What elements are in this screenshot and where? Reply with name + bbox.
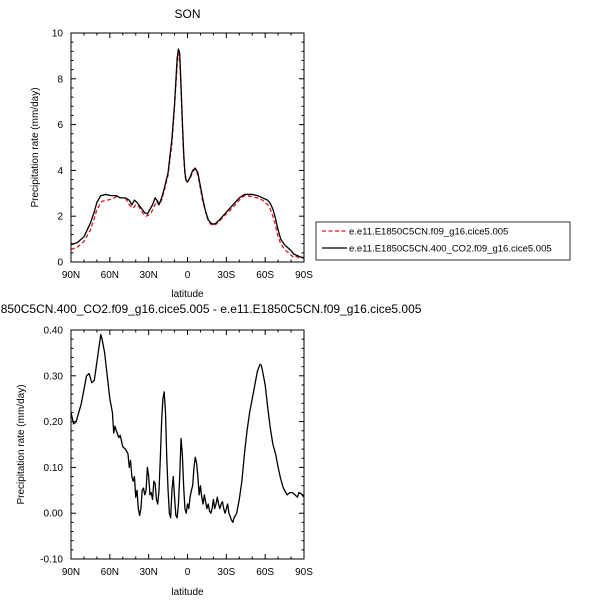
x-tick-label: 30N [139, 270, 157, 281]
x-tick-label: 90N [62, 567, 80, 578]
x-tick-label: 60S [256, 567, 274, 578]
series-line-2 [70, 48, 304, 259]
legend-box [315, 221, 571, 261]
x-tick-label: 60S [256, 270, 274, 281]
y-tick-label: 0 [57, 258, 63, 269]
legend-label-1: e.e11.E1850C5CN.f09_g16.cice5.005 [349, 227, 508, 238]
y-tick-label: 0.00 [44, 509, 64, 520]
x-tick-label: 30S [217, 567, 235, 578]
y-tick-label: 0.30 [44, 371, 64, 382]
x-tick-label: 30N [139, 567, 157, 578]
x-tick-label: 30S [217, 270, 235, 281]
x-axis-label: latitude [171, 587, 204, 598]
legend-label-2: e.e11.E1850C5CN.400_CO2.f09_g16.cice5.00… [349, 244, 552, 255]
x-tick-label: 0 [185, 270, 191, 281]
chart-panel-1: SON 90N 60N 30N 0 30S 60S 90S 0 2 4 6 8 10 latitude Pre… [30, 7, 571, 300]
y-tick-label: 4 [57, 166, 63, 177]
legend: e.e11.E1850C5CN.f09_g16.cice5.005 e.e11.E… [315, 221, 571, 261]
y-axis-label: Precipitation rate (mm/day) [16, 384, 27, 504]
x-tick-label: 90S [295, 270, 313, 281]
y-tick-label: 6 [57, 120, 63, 131]
chart-title: SON [174, 7, 200, 21]
y-tick-label: 2 [57, 212, 63, 223]
x-tick-label: 60N [101, 567, 119, 578]
y-tick-label: 0.40 [44, 326, 64, 337]
x-tick-label: 0 [185, 567, 191, 578]
series-line-1 [70, 52, 305, 260]
y-tick-label: 0.20 [44, 417, 64, 428]
y-axis-label: Precipitation rate (mm/day) [30, 87, 41, 207]
x-tick-label: 90S [295, 567, 313, 578]
series-line-1 [70, 333, 305, 524]
y-tick-label: -0.10 [40, 555, 63, 566]
x-axis-label: latitude [171, 289, 204, 300]
x-tick-label: 90N [62, 270, 80, 281]
y-tick-label: 0.10 [44, 463, 64, 474]
x-tick-label: 60N [101, 270, 119, 281]
chart-panel-2: e.e11.E1850C5CN.400_CO2.f09_g16.cice5.00… [0, 302, 422, 598]
y-tick-label: 10 [52, 29, 64, 40]
chart-title: e.e11.E1850C5CN.400_CO2.f09_g16.cice5.00… [0, 302, 422, 316]
y-tick-label: 8 [57, 74, 63, 85]
plot-frame [70, 32, 305, 263]
